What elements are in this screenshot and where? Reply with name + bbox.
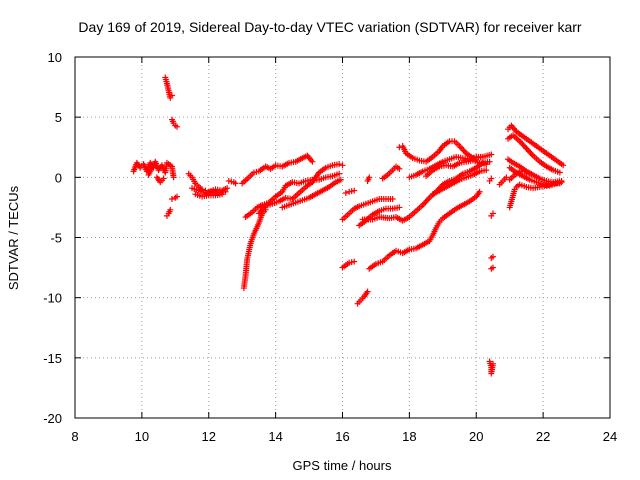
data-point — [336, 170, 343, 177]
x-axis-label: GPS time / hours — [293, 458, 392, 473]
data-point — [173, 193, 180, 200]
data-point — [483, 167, 490, 174]
y-tick-label: 0 — [55, 170, 62, 185]
data-point — [556, 169, 563, 176]
data-point — [556, 180, 563, 187]
data-point — [342, 189, 349, 196]
x-tick-labels: 8 10 12 14 16 18 20 22 24 — [71, 429, 617, 444]
data-point — [309, 158, 316, 165]
data-point — [337, 176, 344, 183]
y-tick-label: -20 — [43, 411, 62, 426]
data-point — [486, 158, 493, 165]
x-tick-label: 14 — [268, 429, 282, 444]
x-tick-label: 24 — [603, 429, 617, 444]
y-tick-labels: 10 5 0 -5 -10 -15 -20 — [43, 50, 62, 426]
data-point — [364, 288, 371, 295]
data-point — [222, 188, 229, 195]
chart-title: Day 169 of 2019, Sidereal Day-to-day VTE… — [78, 19, 581, 35]
y-tick-label: 10 — [48, 50, 62, 65]
y-tick-label: -5 — [50, 231, 62, 246]
data-point — [219, 191, 226, 198]
data-point — [526, 170, 533, 177]
data-point — [483, 161, 490, 168]
x-tick-label: 8 — [71, 429, 78, 444]
data-point — [488, 151, 495, 158]
data-point — [503, 174, 510, 181]
data-point — [489, 253, 496, 260]
data-point — [476, 188, 483, 195]
data-point — [351, 187, 358, 194]
data-point — [339, 162, 346, 169]
y-axis-label: SDTVAR / TECUs — [6, 185, 21, 290]
data-point — [224, 185, 231, 192]
data-point — [170, 174, 177, 181]
x-tick-label: 18 — [402, 429, 416, 444]
data-point — [160, 175, 167, 182]
data-points — [130, 74, 567, 377]
data-point — [336, 161, 343, 168]
data-point — [489, 360, 496, 367]
x-tick-label: 20 — [469, 429, 483, 444]
x-tick-label: 10 — [135, 429, 149, 444]
x-tick-label: 16 — [335, 429, 349, 444]
x-tick-label: 12 — [202, 429, 216, 444]
data-point — [396, 144, 403, 151]
data-point — [168, 195, 175, 202]
data-point — [366, 174, 373, 181]
data-point — [351, 258, 358, 265]
data-point — [232, 180, 239, 187]
y-tick-label: -10 — [43, 291, 62, 306]
data-point — [489, 264, 496, 271]
data-point — [560, 162, 567, 169]
data-point — [168, 92, 175, 99]
y-tick-label: -15 — [43, 351, 62, 366]
data-point — [167, 206, 174, 213]
data-point — [396, 165, 403, 172]
x-tick-label: 22 — [536, 429, 550, 444]
grid-lines — [75, 57, 610, 418]
y-tick-label: 5 — [55, 110, 62, 125]
data-point — [389, 195, 396, 202]
data-point — [173, 123, 180, 130]
data-point — [489, 210, 496, 217]
data-point — [396, 204, 403, 211]
data-point — [488, 175, 495, 182]
axis-ticks — [74, 56, 611, 419]
